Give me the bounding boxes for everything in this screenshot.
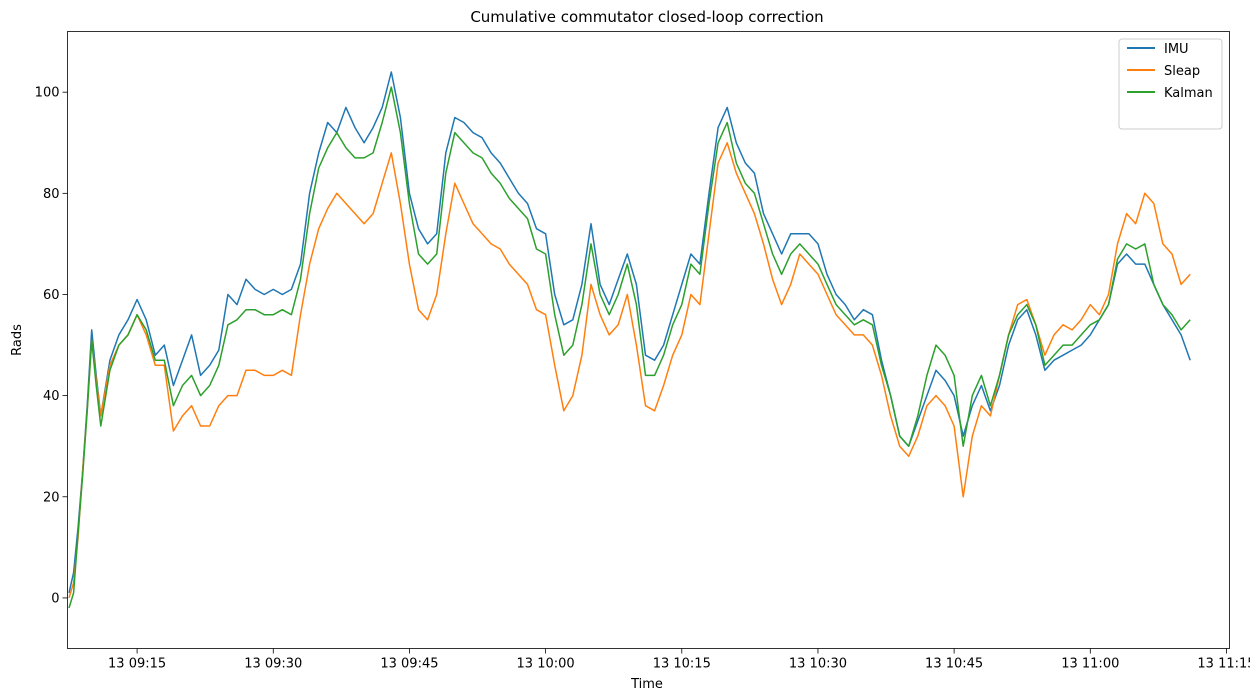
y-tick-label: 100 [35,86,60,101]
x-tick-label: 13 11:00 [1061,657,1119,672]
series-line-imu [68,71,1191,594]
legend-label-kalman: Kalman [1164,86,1213,101]
x-axis-label: Time [630,677,663,692]
x-tick-label: 13 10:15 [653,657,711,672]
y-tick-label: 0 [51,591,59,606]
x-tick-label: 13 11:15 [1197,657,1250,672]
legend-label-imu: IMU [1164,42,1189,57]
y-axis-label: Rads [10,324,25,356]
series-layer [68,71,1191,609]
legend: IMU Sleap Kalman [1118,38,1223,130]
y-tick-label: 80 [43,187,60,202]
y-tick-label: 20 [43,490,60,505]
x-tick-label: 13 09:45 [380,657,438,672]
x-axis: 13 09:15 13 09:30 13 09:45 13 10:00 13 10:15… [108,648,1250,672]
x-tick-label: 13 09:30 [244,657,302,672]
plot-frame [67,31,1230,649]
series-line-sleap [68,142,1191,599]
x-tick-label: 13 10:00 [517,657,575,672]
y-tick-label: 60 [43,288,60,303]
legend-box [1118,38,1223,130]
legend-label-sleap: Sleap [1164,64,1200,79]
series-line-kalman [68,86,1191,609]
x-tick-label: 13 09:15 [108,657,166,672]
y-tick-label: 40 [43,389,60,404]
x-tick-label: 13 10:45 [925,657,983,672]
chart-title: Cumulative commutator closed-loop correc… [470,8,823,26]
x-tick-label: 13 10:30 [789,657,847,672]
y-axis: 0 20 40 60 80 100 [35,86,68,606]
